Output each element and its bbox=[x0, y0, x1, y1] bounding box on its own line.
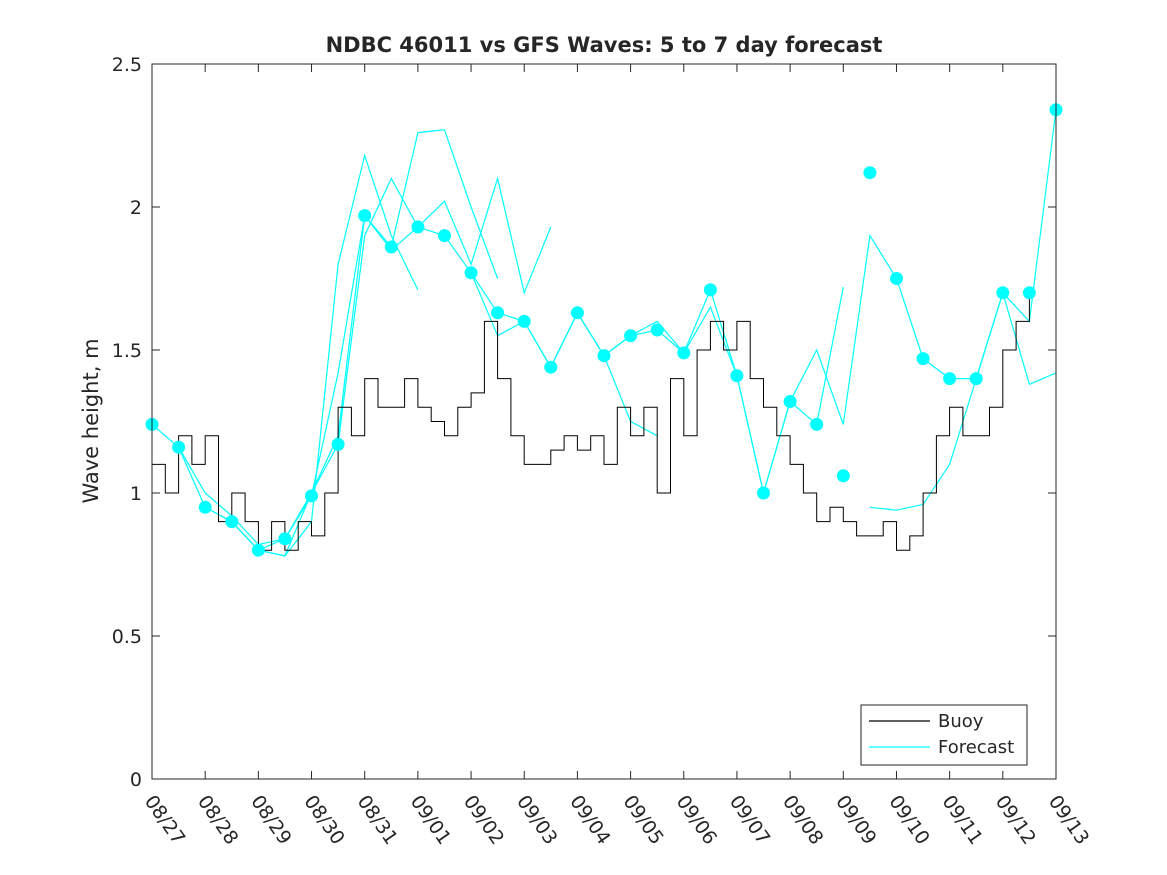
forecast-point bbox=[969, 372, 983, 386]
forecast-point bbox=[225, 515, 239, 529]
forecast-point bbox=[358, 209, 372, 223]
x-tick-label: 09/06 bbox=[672, 791, 721, 848]
plot-background bbox=[152, 64, 1056, 779]
x-tick-label: 09/03 bbox=[512, 791, 561, 848]
chart-title: NDBC 46011 vs GFS Waves: 5 to 7 day fore… bbox=[326, 33, 883, 57]
y-axis: 0 0.5 1 1.5 2 2.5 bbox=[112, 54, 1056, 791]
forecast-point bbox=[251, 543, 265, 557]
legend-forecast-label: Forecast bbox=[938, 737, 1014, 758]
forecast-point bbox=[624, 329, 638, 343]
y-tick-label: 1.5 bbox=[112, 340, 142, 362]
legend-buoy-label: Buoy bbox=[938, 711, 984, 732]
forecast-point bbox=[384, 240, 398, 254]
y-tick-label: 2.5 bbox=[112, 54, 142, 76]
x-tick-label: 09/10 bbox=[884, 791, 933, 848]
forecast-point bbox=[703, 283, 717, 297]
y-tick-label: 0.5 bbox=[112, 626, 142, 648]
forecast-point bbox=[996, 286, 1010, 300]
forecast-point bbox=[863, 166, 877, 180]
forecast-point bbox=[677, 346, 691, 360]
x-tick-label: 08/27 bbox=[140, 791, 189, 848]
x-tick-label: 08/29 bbox=[246, 791, 295, 848]
x-tick-label: 08/30 bbox=[299, 791, 348, 848]
forecast-point bbox=[1022, 286, 1036, 300]
y-axis-label: Wave height, m bbox=[79, 338, 103, 503]
forecast-point bbox=[438, 229, 451, 243]
forecast-point bbox=[464, 266, 478, 280]
forecast-point bbox=[810, 417, 824, 431]
forecast-point bbox=[517, 314, 531, 328]
forecast-point bbox=[783, 395, 797, 408]
forecast-point bbox=[943, 372, 957, 386]
forecast-point bbox=[278, 532, 292, 546]
forecast-point bbox=[836, 469, 850, 483]
x-tick-label: 09/05 bbox=[618, 791, 667, 848]
forecast-point bbox=[491, 306, 505, 320]
forecast-point bbox=[198, 500, 212, 514]
x-tick-label: 09/01 bbox=[406, 791, 455, 848]
x-tick-label: 09/12 bbox=[991, 791, 1040, 848]
buoy-series bbox=[152, 292, 1030, 551]
y-tick-label: 0 bbox=[130, 769, 142, 791]
plot-frame bbox=[151, 63, 1057, 780]
buoy-line bbox=[152, 292, 1030, 551]
forecast-point bbox=[890, 272, 903, 285]
forecast-point bbox=[730, 369, 744, 383]
x-tick-label: 08/28 bbox=[193, 791, 242, 848]
x-tick-label: 08/31 bbox=[353, 791, 402, 848]
forecast-point bbox=[331, 437, 345, 451]
forecast-point bbox=[411, 220, 425, 234]
x-tick-label: 09/04 bbox=[565, 791, 614, 848]
forecast-point bbox=[757, 486, 770, 500]
forecast-point bbox=[650, 323, 664, 337]
x-tick-label: 09/02 bbox=[459, 791, 508, 848]
forecast-point bbox=[597, 349, 611, 363]
forecast-point bbox=[172, 440, 186, 454]
forecast-point bbox=[916, 352, 930, 366]
x-tick-label: 09/11 bbox=[938, 791, 987, 848]
forecast-point bbox=[305, 489, 318, 503]
y-tick-label: 2 bbox=[130, 197, 142, 219]
x-tick-label: 09/13 bbox=[1044, 791, 1093, 848]
forecast-point bbox=[544, 360, 558, 374]
legend: Buoy Forecast bbox=[860, 704, 1028, 766]
x-tick-label: 09/07 bbox=[725, 791, 774, 848]
forecast-point bbox=[570, 306, 584, 320]
forecast-points bbox=[145, 103, 1063, 557]
y-tick-label: 1 bbox=[130, 483, 142, 505]
x-tick-label: 09/08 bbox=[778, 791, 827, 848]
x-tick-label: 09/09 bbox=[831, 791, 880, 848]
legend-box bbox=[860, 704, 1028, 766]
